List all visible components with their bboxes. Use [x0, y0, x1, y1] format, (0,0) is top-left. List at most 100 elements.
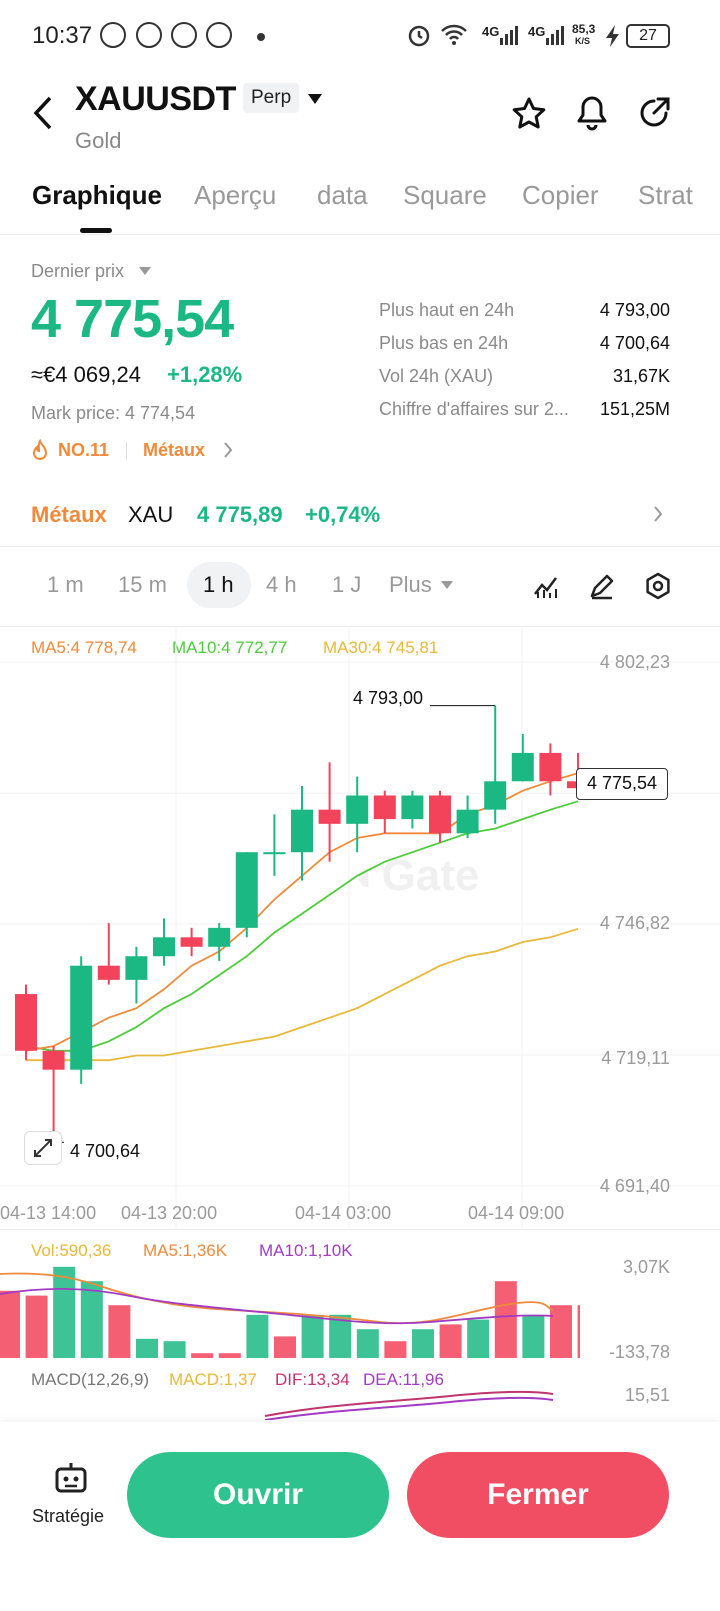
stat-label: Plus bas en 24h [379, 333, 509, 353]
network-type: 4G [482, 24, 500, 39]
asset-name: Gold [75, 128, 122, 153]
ma10-legend: MA10:4 772,77 [172, 638, 288, 657]
candle [539, 743, 562, 796]
macd-dea: DEA:11,96 [363, 1370, 444, 1389]
candle [484, 705, 507, 824]
dropdown-caret-icon[interactable] [138, 266, 152, 276]
signal-icon [546, 26, 564, 45]
notification-dot-icon [257, 33, 265, 41]
candle [291, 786, 313, 881]
tab-strategy[interactable]: Strat [638, 180, 693, 210]
strategy-label[interactable]: Stratégie [32, 1506, 105, 1526]
current-price-tag[interactable]: 4 775,54 [576, 768, 668, 800]
fire-icon [32, 439, 48, 460]
close-position-button[interactable]: Fermer [407, 1452, 669, 1538]
time-axis-label: 04-13 14:00 [0, 1203, 97, 1223]
candle [153, 918, 175, 966]
last-price-label[interactable]: Dernier prix [31, 261, 125, 281]
volume-bar [384, 1341, 407, 1358]
bell-icon[interactable] [574, 94, 610, 132]
settings-icon[interactable] [644, 572, 672, 600]
share-icon[interactable] [636, 95, 672, 131]
stat-value: 151,25M [599, 399, 670, 419]
volume-bar [467, 1319, 490, 1358]
candle [346, 776, 369, 853]
macd-axis-label: 15,51 [624, 1385, 670, 1405]
candle [125, 946, 148, 1004]
last-price: 4 775,54 [31, 289, 234, 349]
stat-label: Vol 24h (XAU) [379, 366, 494, 386]
tab-data[interactable]: data [317, 180, 368, 210]
chevron-right-icon [654, 506, 663, 522]
charging-icon [606, 25, 619, 47]
macd-value: MACD:1,37 [169, 1370, 257, 1389]
stat-value: 31,67K [612, 366, 670, 386]
volume-bar [356, 1329, 379, 1358]
volume-bar [53, 1266, 76, 1358]
stat-value: 4 793,00 [599, 300, 670, 320]
volume-bar [274, 1336, 296, 1358]
candle [235, 852, 258, 938]
timeframe-active-bg [187, 562, 251, 608]
timeframe-15m[interactable]: 15 m [118, 572, 167, 597]
contract-type-badge[interactable]: Perp [243, 83, 300, 113]
back-arrow-icon[interactable] [30, 95, 56, 131]
index-symbol: XAU [128, 502, 174, 527]
status-bar: 10:37 4G 4G 85,3 K/S 27 [0, 0, 720, 72]
candle [263, 814, 286, 876]
price-axis-label: 4 719,11 [601, 1048, 670, 1068]
stat-value: 4 700,64 [599, 333, 670, 353]
volume-bar [550, 1305, 572, 1358]
indicator-icon[interactable] [532, 572, 560, 600]
tab-overview[interactable]: Aperçu [194, 180, 277, 210]
volume-bar [522, 1314, 545, 1358]
volume-legend: Vol:590,36 [31, 1241, 112, 1260]
volume-bar [80, 1281, 103, 1358]
pair-symbol[interactable]: XAUUSDT [75, 80, 236, 118]
volume-ma10-line [0, 1288, 554, 1325]
volume-bar [136, 1338, 158, 1358]
timeframe-more[interactable]: Plus [389, 572, 432, 597]
candle [208, 923, 231, 961]
category-link[interactable]: Métaux [143, 440, 206, 460]
favorite-star-icon[interactable] [511, 96, 547, 132]
timeframe-1h[interactable]: 1 h [203, 572, 234, 597]
dropdown-caret-icon[interactable] [440, 580, 454, 590]
chevron-right-icon[interactable] [222, 441, 234, 459]
candle [318, 762, 341, 862]
index-price: 4 775,89 [197, 502, 283, 527]
candle [180, 927, 203, 957]
draw-pen-icon[interactable] [588, 572, 616, 600]
timeframe-1m[interactable]: 1 m [47, 572, 84, 597]
volume-ma10-legend: MA10:1,10K [259, 1241, 353, 1260]
chat-plus-icon [171, 22, 197, 48]
signal-icon [500, 26, 518, 45]
volume-bar [439, 1324, 462, 1358]
clock: 10:37 [32, 22, 93, 49]
wifi-icon [441, 24, 467, 45]
tab-chart[interactable]: Graphique [32, 180, 163, 210]
open-position-button[interactable]: Ouvrir [127, 1452, 389, 1538]
volume-axis-label: -133,78 [608, 1342, 670, 1362]
tab-copy[interactable]: Copier [522, 180, 599, 210]
time-axis-label: 04-14 03:00 [295, 1203, 392, 1223]
macd-chart [264, 1391, 554, 1420]
index-row[interactable]: Métaux XAU 4 775,89 +0,74% [0, 484, 720, 546]
candlestick-chart[interactable]: ◐Gate [0, 628, 720, 1228]
candle [70, 956, 93, 1084]
macd-dif: DIF:13,34 [275, 1370, 350, 1389]
high-price-marker: 4 793,00 [353, 688, 424, 708]
dropdown-caret-icon[interactable] [306, 92, 324, 106]
fiat-price: ≈€4 069,24 [31, 362, 141, 387]
robot-strategy-icon[interactable] [53, 1460, 89, 1496]
candle [456, 795, 479, 839]
volume-bar [577, 1305, 580, 1358]
timeframe-4h[interactable]: 4 h [266, 572, 297, 597]
price-axis-label: 4 691,40 [599, 1176, 670, 1196]
network-type: 4G [528, 24, 546, 39]
volume-ma5-line [0, 1272, 554, 1325]
expand-chart-button[interactable] [24, 1131, 62, 1165]
candle [401, 790, 424, 829]
timeframe-1d[interactable]: 1 J [332, 572, 362, 597]
tab-square[interactable]: Square [403, 180, 487, 210]
